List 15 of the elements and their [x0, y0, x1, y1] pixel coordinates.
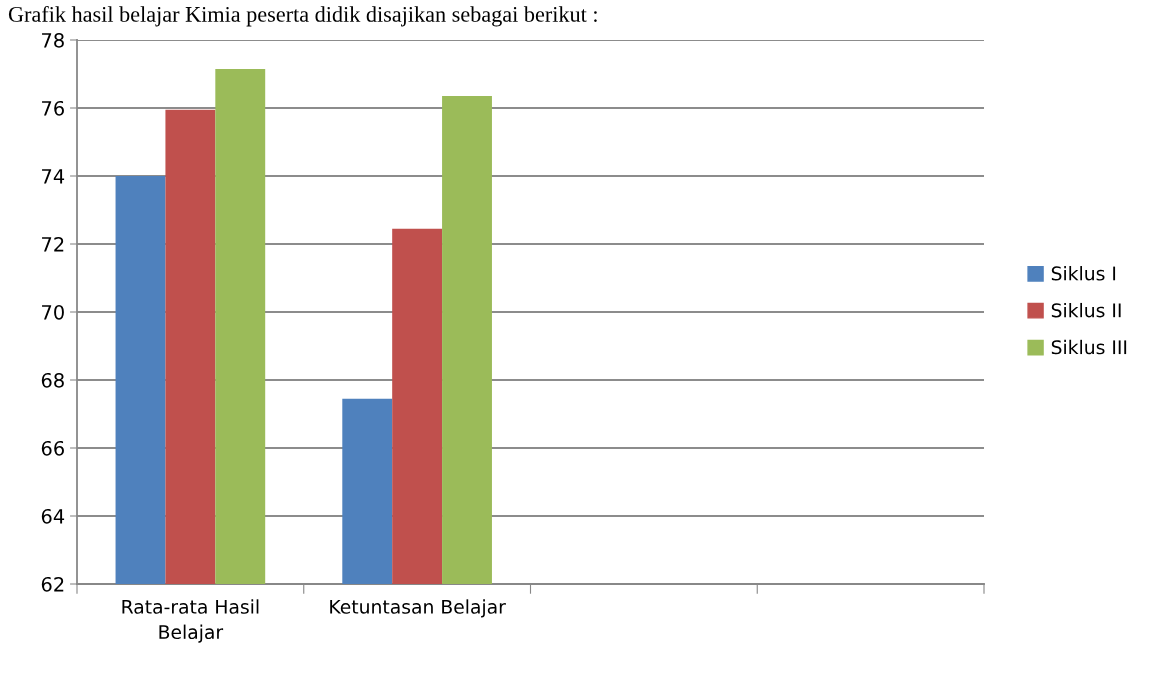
- legend-label: Siklus I: [1051, 266, 1116, 281]
- y-tick-label: 62: [41, 576, 64, 592]
- y-tick-label: 66: [41, 440, 64, 456]
- y-tick-label: 78: [42, 32, 64, 48]
- y-tick-label: 68: [41, 372, 64, 388]
- y-tick-label: 70: [42, 304, 64, 320]
- legend-label: Siklus II: [1051, 302, 1121, 318]
- y-tick-label: 76: [42, 100, 64, 116]
- y-tick-label: 72: [42, 236, 64, 252]
- legend-label: Siklus III: [1051, 339, 1127, 355]
- y-tick-label: 64: [41, 508, 65, 524]
- x-tick-label: Rata-rata Hasil Belajar: [122, 599, 259, 643]
- x-tick-label: Ketuntasan Belajar: [330, 599, 506, 618]
- y-tick-label: 74: [42, 169, 65, 184]
- chart-title: Grafik hasil belajar Kimia peserta didik disajikan sebagai berikut :: [8, 6, 597, 27]
